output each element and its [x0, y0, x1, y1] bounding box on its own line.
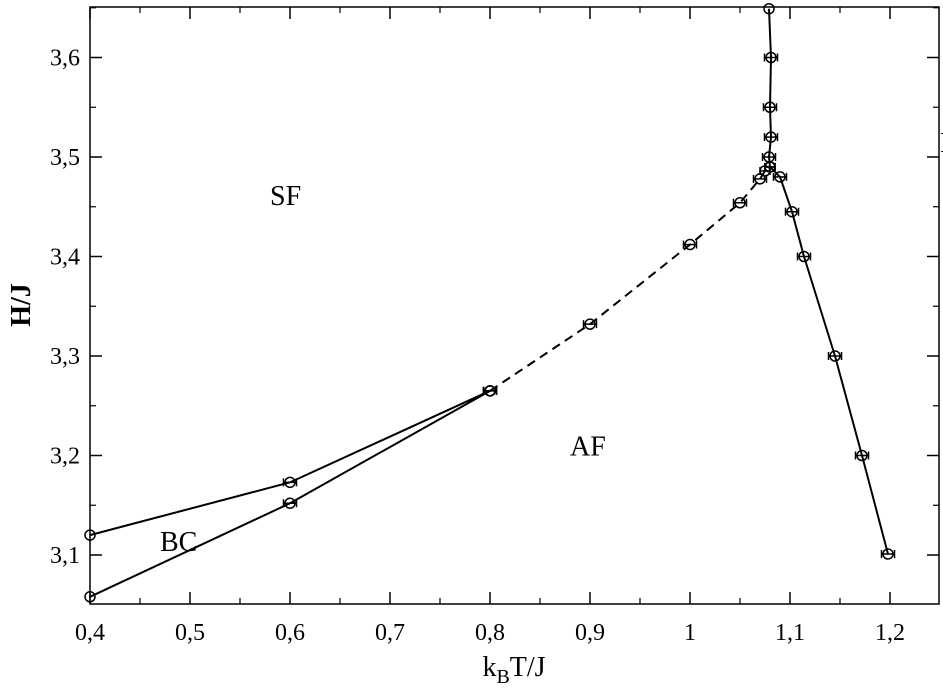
data-point: [582, 318, 598, 330]
data-point: [762, 101, 778, 113]
region-label-p: P: [940, 128, 943, 159]
data-point: [682, 238, 698, 251]
series-line-0: [89, 389, 491, 537]
data-point: [763, 51, 779, 64]
x-tick-label: 0,9: [575, 620, 605, 646]
data-point: [282, 476, 298, 489]
series-line-1: [89, 389, 491, 598]
data-point: [772, 171, 788, 183]
circle-marker: [882, 548, 894, 560]
circle-marker: [284, 476, 296, 489]
data-point: [84, 591, 96, 603]
circle-marker: [765, 131, 777, 143]
data-point: [827, 350, 843, 362]
data-series: [89, 8, 889, 598]
data-point: [764, 161, 776, 173]
circle-marker: [786, 205, 798, 218]
region-labels: SF P AF BC: [160, 128, 943, 558]
data-point: [763, 131, 779, 143]
x-tick-label: 0,8: [475, 620, 505, 646]
data-point: [282, 497, 298, 510]
y-tick-label: 3,1: [50, 543, 80, 569]
circle-marker: [84, 529, 96, 541]
x-tick-label: 0,6: [275, 620, 305, 646]
circle-marker: [584, 318, 596, 330]
data-point: [763, 2, 775, 15]
data-point: [482, 385, 498, 397]
x-tick-label: 1: [684, 620, 696, 646]
circle-marker: [856, 449, 868, 462]
data-point: [796, 250, 812, 263]
data-point: [784, 205, 800, 218]
x-axis-label: kBT/J: [482, 652, 545, 688]
x-tick-label: 1,1: [775, 620, 805, 646]
axis-ticks: 0,4 0,5 0,6 0,7 0,8 0,9 1 1,1 1,2 3,1 3,2 3,3 3,4 3,5…: [50, 7, 939, 646]
series-line-3: [767, 8, 773, 168]
region-label-bc: BC: [160, 527, 197, 558]
circle-marker: [829, 350, 841, 362]
data-point: [854, 449, 870, 462]
x-tick-label: 0,5: [175, 620, 205, 646]
circle-marker: [684, 238, 696, 251]
y-tick-label: 3,5: [50, 145, 80, 171]
y-tick-label: 3,6: [50, 46, 80, 72]
circle-marker: [734, 197, 746, 209]
plot-frame: [89, 6, 940, 605]
y-axis-label: H/J: [6, 283, 37, 327]
circle-marker: [84, 591, 96, 603]
x-tick-label: 0,7: [375, 620, 405, 646]
region-label-sf: SF: [270, 181, 301, 212]
circle-marker: [798, 250, 810, 263]
data-point: [880, 548, 896, 560]
circle-marker: [764, 101, 776, 113]
circle-marker: [763, 2, 775, 15]
data-point: [732, 197, 748, 209]
y-tick-label: 3,3: [50, 344, 80, 370]
circle-marker: [765, 51, 777, 64]
y-tick-label: 3,4: [50, 245, 80, 271]
y-tick-label: 3,2: [50, 444, 80, 470]
series-line-2: [489, 166, 771, 392]
circle-marker: [484, 385, 496, 397]
circle-marker: [284, 497, 296, 510]
region-label-af: AF: [570, 432, 606, 463]
data-point: [84, 529, 96, 541]
circle-marker: [764, 161, 776, 173]
series-line-4: [769, 166, 889, 555]
circle-marker: [774, 171, 786, 183]
x-tick-label: 0,4: [75, 620, 105, 646]
data-markers: [84, 2, 896, 603]
x-tick-label: 1,2: [875, 620, 905, 646]
